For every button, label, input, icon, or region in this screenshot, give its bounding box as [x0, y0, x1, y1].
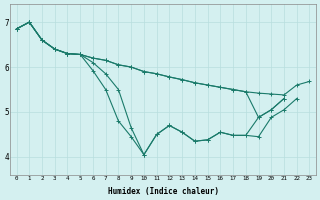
X-axis label: Humidex (Indice chaleur): Humidex (Indice chaleur) — [108, 187, 219, 196]
